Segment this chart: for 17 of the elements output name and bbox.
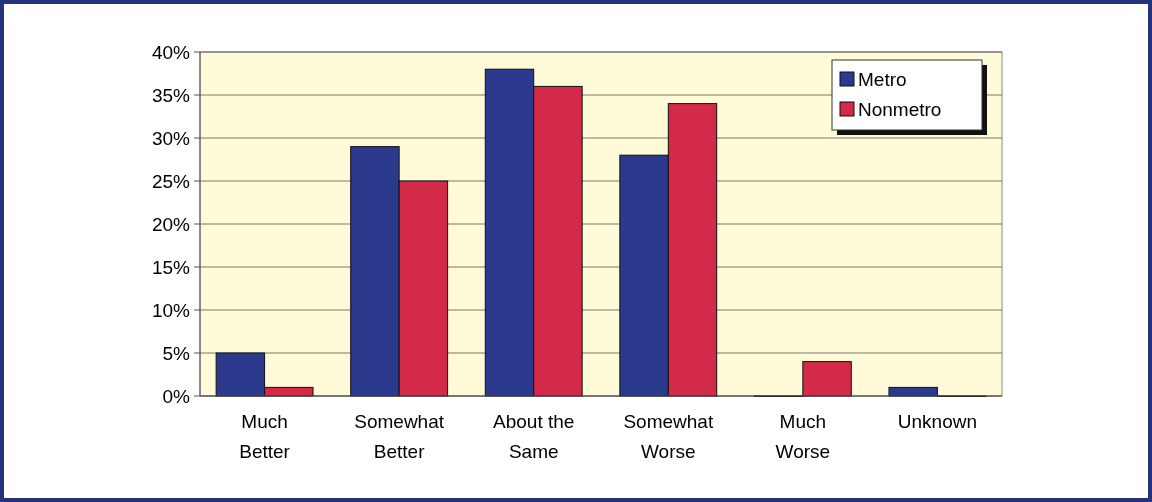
x-tick-label: Somewhat Better bbox=[354, 411, 445, 462]
legend-label: Nonmetro bbox=[858, 98, 942, 120]
y-tick-label: 25% bbox=[151, 170, 191, 192]
y-tick-label: 35% bbox=[151, 84, 191, 106]
x-tick-label: Somewhat Worse bbox=[623, 411, 714, 462]
x-tick-label: Much Better bbox=[239, 411, 291, 462]
y-tick-label: 40% bbox=[151, 41, 191, 63]
legend-label: Metro bbox=[858, 68, 907, 90]
x-tick-label: About the Same bbox=[493, 411, 575, 462]
y-tick-label: 15% bbox=[151, 256, 191, 278]
x-tick-label: Much Worse bbox=[775, 411, 831, 462]
y-tick-label: 5% bbox=[162, 342, 191, 364]
x-tick-label: Unknown bbox=[897, 411, 978, 432]
y-tick-label: 20% bbox=[151, 213, 191, 235]
y-tick-label: 0% bbox=[162, 385, 191, 407]
y-tick-label: 30% bbox=[151, 127, 191, 149]
y-tick-label: 10% bbox=[151, 299, 191, 321]
